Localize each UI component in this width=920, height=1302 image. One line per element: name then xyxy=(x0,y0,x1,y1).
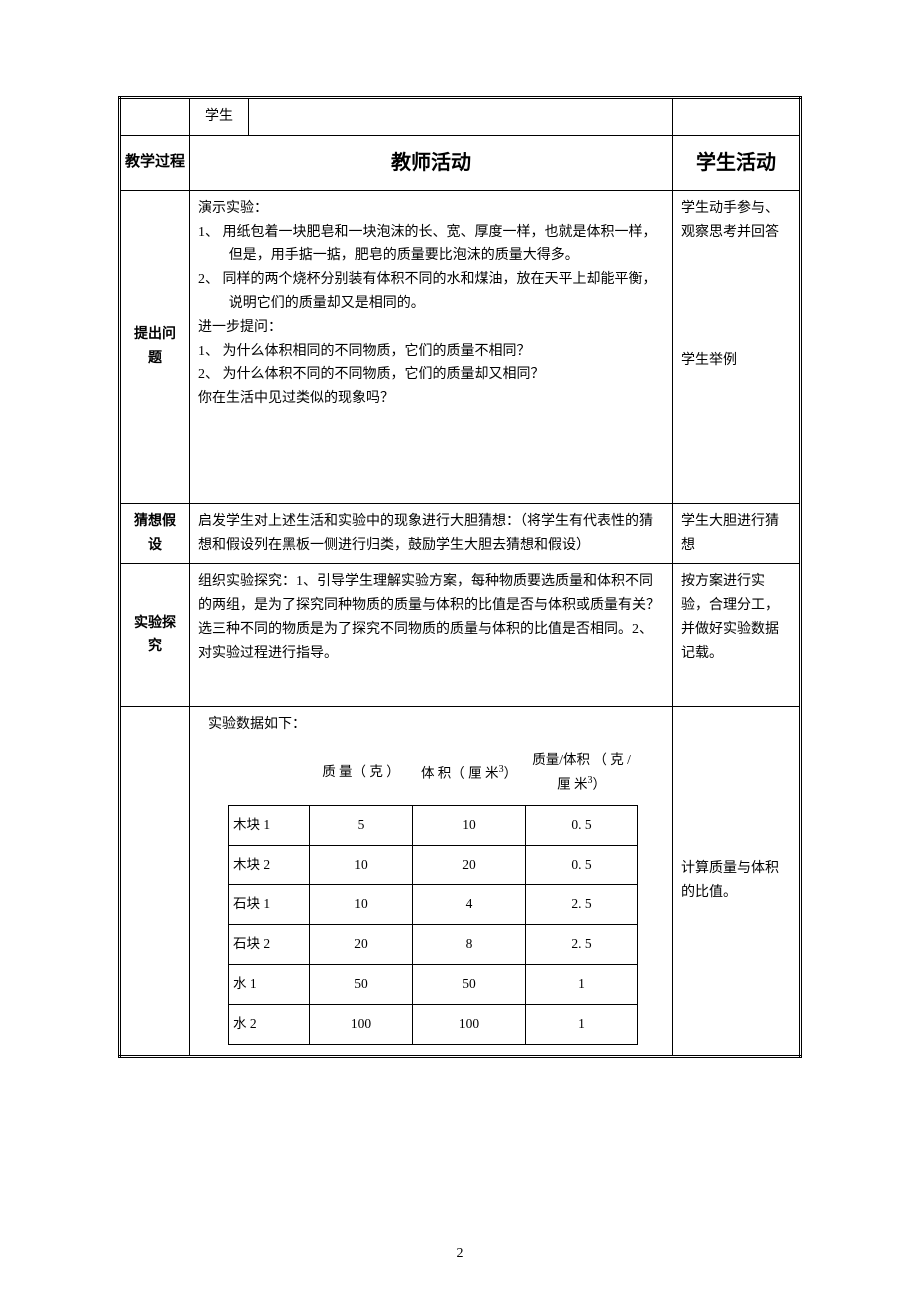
cell-ratio: 1 xyxy=(526,1005,638,1045)
data-row: 木块 1 5 10 0. 5 xyxy=(229,805,638,845)
header-right: 学生活动 xyxy=(673,135,801,190)
data-row: 石块 2 20 8 2. 5 xyxy=(229,925,638,965)
s1-list1: 1、 用纸包着一块肥皂和一块泡沫的长、宽、厚度一样，也就是体积一样，但是，用手掂… xyxy=(198,221,664,316)
data-table: 质 量（ 克 ） 体 积（ 厘 米3） 质量/体积 （ 克 / 厘 米3） 木块… xyxy=(228,741,638,1045)
data-header-row: 质 量（ 克 ） 体 积（ 厘 米3） 质量/体积 （ 克 / 厘 米3） xyxy=(229,741,638,805)
cell-name: 水 2 xyxy=(229,1005,310,1045)
section-hypothesis: 猜想假设 启发学生对上述生活和实验中的现象进行大胆猜想：（将学生有代表性的猜想和… xyxy=(120,503,801,564)
section1-right: 学生动手参与、观察思考并回答 学生举例 xyxy=(673,190,801,503)
section2-right: 学生大胆进行猜想 xyxy=(673,503,801,564)
cell-vol: 8 xyxy=(413,925,526,965)
data-row: 水 1 50 50 1 xyxy=(229,965,638,1005)
cell-name: 木块 1 xyxy=(229,805,310,845)
section3-content: 组织实验探究：1、引导学生理解实验方案，每种物质要选质量和体积不同的两组，是为了… xyxy=(190,564,673,707)
section2-label: 猜想假设 xyxy=(120,503,190,564)
s1-li2: 2、 同样的两个烧杯分别装有体积不同的水和煤油，放在天平上却能平衡，说明它们的质… xyxy=(198,268,664,316)
s1-p1: 演示实验： xyxy=(198,197,664,221)
lesson-plan-table: 学生 教学过程 教师活动 学生活动 提出问题 演示实验： 1、 用纸包着一块肥皂… xyxy=(118,96,802,1058)
data-row: 木块 2 10 20 0. 5 xyxy=(229,845,638,885)
row0-content xyxy=(249,98,673,136)
s1-list2: 1、 为什么体积相同的不同物质，它们的质量不相同？ 2、 为什么体积不同的不同物… xyxy=(198,340,664,388)
dh2c: ） xyxy=(504,765,518,780)
section4-content: 实验数据如下： 质 量（ 克 ） 体 积（ 厘 米3） 质量/体积 （ 克 / … xyxy=(190,707,673,1057)
cell-mass: 10 xyxy=(310,845,413,885)
section4-right: 计算质量与体积的比值。 xyxy=(673,707,801,1057)
section1-content: 演示实验： 1、 用纸包着一块肥皂和一块泡沫的长、宽、厚度一样，也就是体积一样，… xyxy=(190,190,673,503)
section-experiment: 实验探究 组织实验探究：1、引导学生理解实验方案，每种物质要选质量和体积不同的两… xyxy=(120,564,801,707)
section3-label: 实验探究 xyxy=(120,564,190,707)
dh1: 质 量（ 克 ） xyxy=(310,741,413,805)
cell-mass: 10 xyxy=(310,885,413,925)
cell-mass: 100 xyxy=(310,1005,413,1045)
s1-p3: 你在生活中见过类似的现象吗？ xyxy=(198,387,664,411)
row0-label xyxy=(120,98,190,136)
dh0 xyxy=(229,741,310,805)
data-row: 石块 1 10 4 2. 5 xyxy=(229,885,638,925)
cell-name: 石块 2 xyxy=(229,925,310,965)
cell-vol: 50 xyxy=(413,965,526,1005)
page-number: 2 xyxy=(0,1246,920,1262)
dh3c: ） xyxy=(592,777,606,792)
row0-small: 学生 xyxy=(190,98,249,136)
s1-li3: 1、 为什么体积相同的不同物质，它们的质量不相同？ xyxy=(198,340,664,364)
cell-vol: 10 xyxy=(413,805,526,845)
cell-name: 石块 1 xyxy=(229,885,310,925)
header-row: 教学过程 教师活动 学生活动 xyxy=(120,135,801,190)
s1-right1: 学生动手参与、观察思考并回答 xyxy=(681,197,791,245)
cell-ratio: 1 xyxy=(526,965,638,1005)
spacer xyxy=(681,244,791,349)
cell-mass: 20 xyxy=(310,925,413,965)
page: 学生 教学过程 教师活动 学生活动 提出问题 演示实验： 1、 用纸包着一块肥皂… xyxy=(0,0,920,1302)
header-center: 教师活动 xyxy=(190,135,673,190)
row0-right xyxy=(673,98,801,136)
cell-mass: 50 xyxy=(310,965,413,1005)
data-row: 水 2 100 100 1 xyxy=(229,1005,638,1045)
header-left: 教学过程 xyxy=(120,135,190,190)
section-question: 提出问题 演示实验： 1、 用纸包着一块肥皂和一块泡沫的长、宽、厚度一样，也就是… xyxy=(120,190,801,503)
s1-right2: 学生举例 xyxy=(681,349,791,373)
dh2: 体 积（ 厘 米3） xyxy=(413,741,526,805)
cell-ratio: 2. 5 xyxy=(526,925,638,965)
cell-mass: 5 xyxy=(310,805,413,845)
s1-li1: 1、 用纸包着一块肥皂和一块泡沫的长、宽、厚度一样，也就是体积一样，但是，用手掂… xyxy=(198,221,664,269)
data-intro: 实验数据如下： xyxy=(208,713,664,737)
section4-label xyxy=(120,707,190,1057)
dh3a: 质量/体积 （ 克 / 厘 米 xyxy=(532,752,631,791)
s1-p2: 进一步提问： xyxy=(198,316,664,340)
cell-vol: 20 xyxy=(413,845,526,885)
section1-label: 提出问题 xyxy=(120,190,190,503)
s1-li4: 2、 为什么体积不同的不同物质，它们的质量却又相同？ xyxy=(198,363,664,387)
section-data: 实验数据如下： 质 量（ 克 ） 体 积（ 厘 米3） 质量/体积 （ 克 / … xyxy=(120,707,801,1057)
section2-content: 启发学生对上述生活和实验中的现象进行大胆猜想：（将学生有代表性的猜想和假设列在黑… xyxy=(190,503,673,564)
cell-vol: 100 xyxy=(413,1005,526,1045)
cell-ratio: 0. 5 xyxy=(526,845,638,885)
cell-vol: 4 xyxy=(413,885,526,925)
dh2a: 体 积（ 厘 米 xyxy=(421,765,499,780)
row-student: 学生 xyxy=(120,98,801,136)
cell-ratio: 0. 5 xyxy=(526,805,638,845)
dh3: 质量/体积 （ 克 / 厘 米3） xyxy=(526,741,638,805)
cell-name: 木块 2 xyxy=(229,845,310,885)
cell-name: 水 1 xyxy=(229,965,310,1005)
section3-right: 按方案进行实验，合理分工，并做好实验数据记载。 xyxy=(673,564,801,707)
cell-ratio: 2. 5 xyxy=(526,885,638,925)
